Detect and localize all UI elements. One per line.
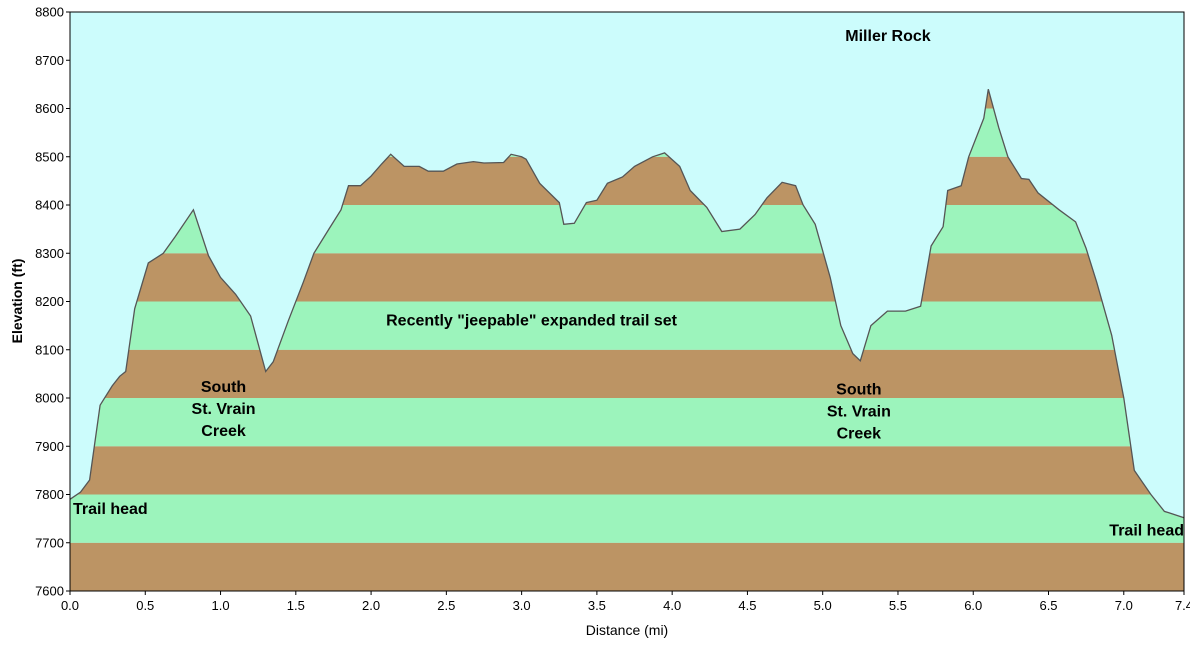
annotation-label: Miller Rock	[845, 28, 930, 45]
y-tick-label: 8600	[35, 101, 64, 116]
annotations: Miller Rock Recently "jeepable" expanded …	[73, 28, 1184, 540]
elevation-band	[70, 349, 1184, 398]
x-tick-label: 6.5	[1039, 598, 1057, 613]
elevation-line	[69, 89, 1185, 519]
x-tick-label: 0.0	[61, 598, 79, 613]
x-tick-label: 4.5	[738, 598, 756, 613]
x-tick-label: 4.0	[663, 598, 681, 613]
annotation-label: Trail head	[1109, 523, 1184, 540]
x-axis-title: Distance (mi)	[586, 622, 668, 638]
y-tick-label: 8700	[35, 53, 64, 68]
elevation-band	[70, 494, 1184, 543]
x-tick-label: 1.5	[287, 598, 305, 613]
x-tick-label: 5.0	[814, 598, 832, 613]
x-tick-label: 3.0	[513, 598, 531, 613]
y-tick-label: 8000	[35, 391, 64, 406]
x-tick-label: 0.5	[136, 598, 154, 613]
y-tick-label: 8200	[35, 294, 64, 309]
y-tick-label: 8500	[35, 149, 64, 164]
x-tick-label: 7.0	[1115, 598, 1133, 613]
y-tick-label: 7700	[35, 535, 64, 550]
y-tick-label: 8400	[35, 198, 64, 213]
annotation-label: Recently "jeepable" expanded trail set	[386, 313, 678, 330]
y-tick-label: 8800	[35, 5, 64, 20]
x-tick-label: 5.5	[889, 598, 907, 613]
y-axis-title: Elevation (ft)	[9, 259, 25, 344]
y-tick-label: 7800	[35, 487, 64, 502]
elevation-band	[70, 446, 1184, 495]
x-tick-label: 2.0	[362, 598, 380, 613]
y-tick-label: 7600	[35, 584, 64, 599]
x-tick-label: 1.0	[212, 598, 230, 613]
elevation-band	[70, 398, 1184, 447]
x-tick-label: 2.5	[437, 598, 455, 613]
annotation-label: Trail head	[73, 501, 148, 518]
y-tick-label: 7900	[35, 439, 64, 454]
x-tick-label: 3.5	[588, 598, 606, 613]
x-tick-label: 6.0	[964, 598, 982, 613]
x-axis: 0.0 0.5 1.0 1.5 2.0 2.5 3.0 3.5 4.0 4.5 5.0 5.5 6.0 6…	[61, 591, 1190, 613]
y-axis: 7600 7700 7800 7900 8000 8100 8200 8300 8400 8500…	[35, 5, 70, 599]
annotation-label: South St. Vrain Creek	[192, 379, 256, 440]
y-tick-label: 8100	[35, 342, 64, 357]
annotation-label: South St. Vrain Creek	[827, 382, 891, 443]
x-tick-label: 7.4	[1175, 598, 1190, 613]
elevation-band	[70, 542, 1184, 591]
y-tick-label: 8300	[35, 246, 64, 261]
